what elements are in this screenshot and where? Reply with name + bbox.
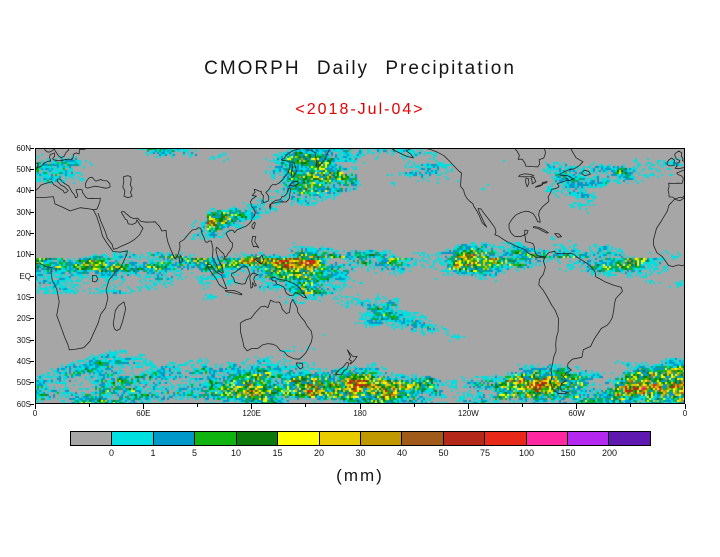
- lon-tick: [576, 404, 578, 409]
- lat-tick: [30, 254, 34, 256]
- coastline-overlay: [35, 148, 685, 404]
- lon-tick: [522, 404, 523, 407]
- lat-tick-label: 10N: [16, 250, 31, 260]
- lat-tick: [30, 211, 34, 213]
- lon-tick: [34, 404, 36, 409]
- lat-tick: [30, 147, 34, 149]
- colorbar-tick-label: 10: [230, 448, 241, 458]
- chart-title: CMORPH Daily Precipitation: [204, 58, 516, 79]
- lat-tick-label: 50S: [16, 378, 31, 388]
- colorbar-tick-label: 15: [272, 448, 283, 458]
- coastlines: [35, 148, 685, 395]
- lat-tick: [30, 403, 34, 405]
- colorbar-tick-label: 0: [108, 448, 114, 458]
- lon-tick: [305, 404, 307, 407]
- colorbar-segment: [485, 432, 527, 445]
- lat-tick: [30, 318, 34, 320]
- lon-tick: [359, 404, 361, 409]
- colorbar-segment: [236, 432, 279, 445]
- lat-tick-label: 60S: [16, 399, 31, 409]
- lon-tick: [251, 404, 253, 409]
- colorbar-segment: [568, 432, 610, 445]
- lon-tick: [142, 404, 144, 409]
- lon-tick: [684, 404, 686, 409]
- colorbar-segment: [112, 432, 154, 445]
- lon-tick: [467, 404, 469, 409]
- colorbar-tick-label: 150: [560, 448, 576, 458]
- lat-tick: [30, 168, 34, 170]
- lat-tick: [30, 382, 34, 384]
- colorbar-labels: 0 1 5 10 15 20 30 40 50 75 100 150 200: [70, 448, 651, 460]
- colorbar-tick-label: 75: [479, 448, 490, 458]
- colorbar-tick-label: 30: [355, 448, 366, 458]
- colorbar-segment: [195, 432, 237, 445]
- colorbar-tick-label: 5: [191, 448, 197, 458]
- lon-tick-label: 180: [353, 409, 367, 418]
- lat-tick-label: 60N: [16, 143, 31, 153]
- lat-tick-label: 20S: [16, 314, 31, 324]
- lat-tick-label: 40S: [16, 356, 31, 366]
- lon-tick-label: 0: [32, 409, 38, 418]
- lat-tick-label: 30N: [16, 207, 31, 217]
- colorbar-tick-label: 20: [313, 448, 324, 458]
- lon-tick: [413, 404, 415, 407]
- colorbar-segment: [526, 432, 569, 445]
- lon-tick-label: 60E: [136, 409, 151, 418]
- lat-tick: [30, 190, 34, 192]
- lat-tick: [30, 275, 34, 277]
- colorbar-segment: [402, 432, 444, 445]
- lat-tick: [30, 360, 34, 362]
- colorbar-tick-label: 50: [438, 448, 449, 458]
- colorbar-tick-label: 40: [396, 448, 407, 458]
- map-frame: [35, 148, 685, 404]
- colorbar-segment: [319, 432, 361, 445]
- lat-tick-label: 50N: [16, 164, 31, 174]
- lon-tick-label: 60W: [568, 409, 585, 418]
- lat-tick-label: 10S: [16, 292, 31, 302]
- lat-tick: [30, 296, 34, 298]
- precipitation-heatmap: [35, 148, 685, 404]
- colorbar-segment: [278, 432, 320, 445]
- lon-tick: [197, 404, 198, 407]
- lon-tick-label: 120W: [457, 409, 479, 418]
- colorbar: [70, 431, 651, 446]
- colorbar-segment: [360, 432, 403, 445]
- colorbar-tick-label: 200: [601, 448, 618, 458]
- lat-tick-label: 40N: [16, 186, 31, 196]
- lat-tick: [30, 232, 34, 234]
- chart-subtitle: <2018-Jul-04>: [295, 101, 425, 118]
- colorbar-units: (mm): [336, 466, 384, 485]
- lon-tick: [88, 404, 90, 407]
- colorbar-segment: [609, 432, 650, 445]
- lon-tick-label: 120E: [242, 409, 261, 418]
- lat-tick-label: 30S: [16, 335, 31, 345]
- lat-tick: [30, 339, 34, 341]
- colorbar-tick-label: 1: [150, 448, 156, 458]
- lon-tick: [630, 404, 632, 407]
- colorbar-tick-label: 100: [518, 448, 535, 458]
- colorbar-segment: [71, 432, 113, 445]
- colorbar-segment: [153, 432, 196, 445]
- lat-tick-label: 20N: [16, 228, 31, 238]
- colorbar-segment: [443, 432, 486, 445]
- lat-tick-label: EQ: [19, 271, 31, 281]
- lon-tick-label: 0: [682, 409, 688, 418]
- world-precipitation-map: 60N 50N 40N 30N 20N 10N EQ 10S 20S 30S 40S 50S 60S 0 6…: [16, 144, 687, 419]
